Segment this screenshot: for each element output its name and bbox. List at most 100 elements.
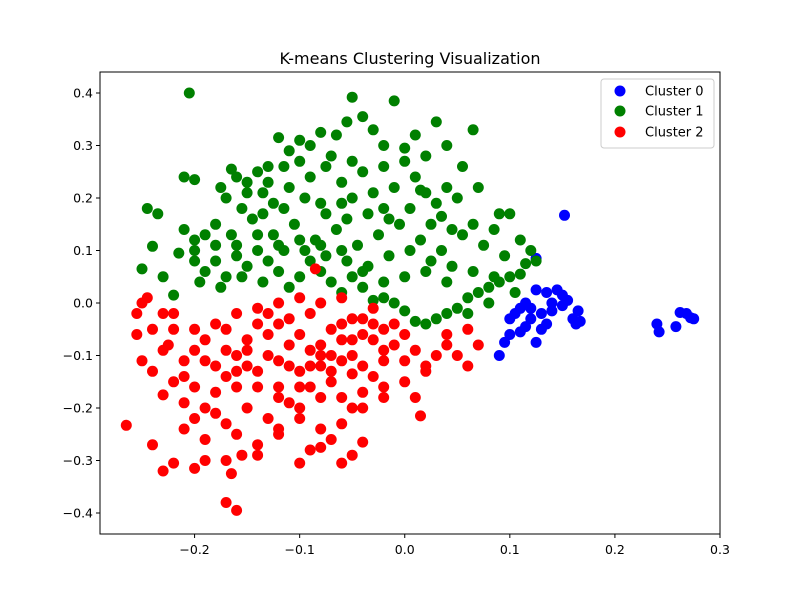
cluster-2-point	[189, 381, 201, 393]
cluster-1-point	[430, 313, 442, 325]
cluster-2-point	[252, 365, 264, 377]
cluster-2-point	[220, 323, 232, 335]
cluster-2-point	[309, 263, 321, 275]
cluster-0-point	[499, 336, 511, 348]
cluster-2-point	[178, 397, 190, 409]
cluster-1-point	[404, 203, 416, 214]
cluster-1-point	[378, 140, 390, 151]
x-tick-label: −0.1	[284, 542, 314, 557]
cluster-1-point	[241, 187, 253, 199]
cluster-2-point	[147, 323, 158, 335]
cluster-1-point	[210, 255, 222, 267]
cluster-1-point	[472, 287, 484, 298]
cluster-1-point	[504, 271, 516, 283]
cluster-2-point	[430, 350, 442, 361]
cluster-1-point	[236, 203, 248, 214]
cluster-1-point	[178, 224, 190, 235]
cluster-1-point	[341, 116, 353, 128]
cluster-2-point	[157, 465, 169, 477]
cluster-2-point	[273, 423, 285, 435]
y-tick-label: −0.2	[63, 401, 93, 416]
cluster-2-point	[294, 381, 306, 393]
cluster-2-point	[315, 392, 327, 403]
cluster-2-point	[336, 457, 348, 469]
cluster-0-point	[546, 305, 558, 317]
cluster-1-point	[299, 245, 311, 256]
cluster-1-point	[420, 150, 432, 162]
cluster-2-point	[315, 339, 327, 351]
cluster-1-point	[378, 276, 390, 288]
cluster-1-point	[467, 218, 479, 230]
cluster-2-point	[199, 355, 211, 367]
cluster-1-point	[446, 224, 458, 235]
cluster-2-point	[283, 360, 295, 372]
cluster-2-point	[178, 423, 190, 435]
cluster-1-point	[409, 129, 421, 141]
cluster-1-point	[315, 197, 327, 209]
y-tick-label: 0.2	[73, 191, 93, 206]
cluster-1-point	[415, 184, 426, 196]
cluster-2-point	[357, 360, 369, 372]
cluster-2-point	[220, 455, 232, 466]
cluster-2-point	[325, 323, 337, 335]
cluster-1-point	[514, 268, 526, 280]
cluster-1-point	[194, 276, 206, 288]
cluster-1-point	[420, 318, 432, 330]
cluster-2-point	[189, 462, 201, 474]
cluster-2-point	[252, 381, 264, 393]
cluster-1-point	[483, 281, 495, 293]
cluster-2-point	[241, 402, 253, 414]
cluster-1-point	[246, 213, 258, 225]
cluster-1-point	[299, 192, 311, 204]
cluster-2-point	[136, 355, 148, 367]
y-tick-label: 0.1	[73, 243, 93, 258]
cluster-2-point	[199, 402, 211, 414]
cluster-1-point	[341, 255, 353, 267]
cluster-1-point	[189, 234, 201, 246]
cluster-1-point	[330, 129, 342, 141]
cluster-1-point	[520, 258, 532, 270]
cluster-1-point	[225, 163, 237, 175]
cluster-1-point	[231, 171, 243, 183]
cluster-1-point	[189, 255, 201, 267]
cluster-1-point	[330, 224, 342, 235]
cluster-1-point	[220, 271, 232, 283]
cluster-1-point	[467, 124, 479, 136]
cluster-1-point	[478, 239, 490, 251]
cluster-1-point	[252, 166, 264, 178]
cluster-1-point	[173, 247, 185, 259]
cluster-2-point	[147, 439, 158, 451]
cluster-1-point	[525, 245, 537, 256]
cluster-1-point	[199, 266, 211, 277]
cluster-2-point	[420, 365, 432, 377]
cluster-1-point	[530, 255, 542, 267]
cluster-1-point	[472, 182, 484, 193]
cluster-1-point	[283, 281, 295, 293]
cluster-1-point	[278, 161, 290, 172]
cluster-2-point	[304, 360, 316, 372]
cluster-1-point	[304, 171, 316, 183]
legend-marker-cluster-1	[614, 105, 626, 117]
cluster-1-point	[362, 208, 374, 220]
cluster-2-point	[283, 313, 295, 325]
y-tick-label: −0.4	[63, 506, 93, 521]
cluster-2-point	[178, 371, 190, 382]
legend-label-cluster-1: Cluster 1	[645, 105, 704, 120]
cluster-1-point	[367, 124, 379, 136]
cluster-2-point	[451, 350, 463, 361]
cluster-1-point	[388, 182, 400, 193]
cluster-2-point	[441, 329, 453, 340]
cluster-2-point	[273, 355, 285, 367]
cluster-1-point	[341, 213, 353, 225]
cluster-1-point	[315, 239, 327, 251]
cluster-2-point	[315, 441, 327, 453]
chart-title: K-means Clustering Visualization	[279, 49, 540, 68]
cluster-1-point	[399, 155, 411, 167]
cluster-2-point	[220, 344, 232, 356]
cluster-2-point	[399, 376, 411, 388]
cluster-2-point	[367, 371, 379, 382]
cluster-1-point	[346, 192, 358, 204]
cluster-2-point	[346, 350, 358, 361]
cluster-1-point	[325, 276, 337, 288]
cluster-1-point	[257, 276, 269, 288]
